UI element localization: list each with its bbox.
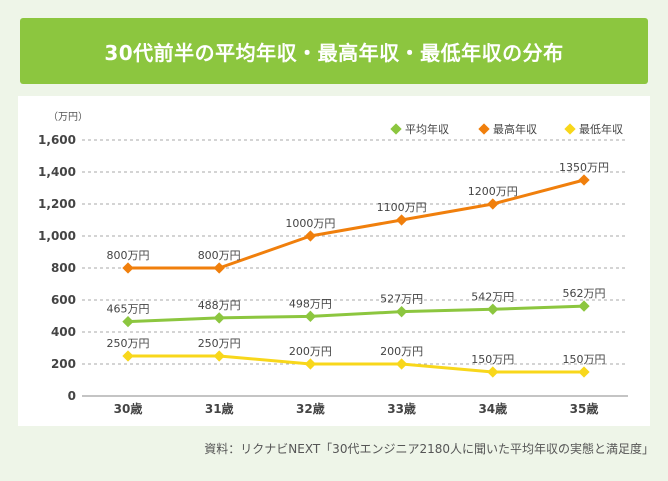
- data-point: [395, 306, 408, 318]
- data-point: [487, 366, 499, 378]
- legend-marker: [564, 123, 576, 135]
- data-point: [304, 310, 317, 322]
- data-label: 1350万円: [559, 161, 609, 174]
- data-label: 498万円: [289, 297, 332, 310]
- chart-title: 30代前半の平均年収・最高年収・最低年収の分布: [104, 40, 564, 65]
- data-label: 150万円: [563, 353, 606, 366]
- data-point: [213, 312, 225, 324]
- x-tick-label: 32歳: [296, 401, 325, 416]
- y-tick-label: 1,600: [38, 133, 76, 147]
- x-tick-label: 35歳: [570, 401, 599, 416]
- data-label: 542万円: [471, 290, 514, 303]
- data-point: [304, 358, 317, 370]
- legend-label: 最低年収: [579, 122, 623, 136]
- y-tick-label: 800: [51, 261, 76, 275]
- data-label: 562万円: [563, 287, 606, 300]
- data-label: 527万円: [380, 293, 423, 306]
- y-tick-label: 200: [51, 357, 76, 371]
- y-tick-label: 1,400: [38, 165, 76, 179]
- x-tick-label: 33歳: [387, 401, 416, 416]
- data-point: [395, 214, 408, 226]
- data-label: 200万円: [289, 345, 332, 358]
- data-label: 1200万円: [468, 185, 518, 198]
- source-note: 資料：リクナビNEXT「30代エンジニア2180人に聞いた平均年収の実態と満足度…: [204, 442, 654, 456]
- x-tick-label: 34歳: [478, 401, 507, 416]
- y-tick-label: 1,000: [38, 229, 76, 243]
- y-tick-label: 400: [51, 325, 76, 339]
- data-label: 1000万円: [285, 217, 335, 230]
- x-tick-label: 30歳: [114, 401, 143, 416]
- x-tick-label: 31歳: [205, 401, 234, 416]
- data-point: [487, 303, 499, 315]
- y-axis-unit-label: （万円）: [48, 111, 88, 123]
- series-line-3: [128, 354, 584, 374]
- data-label: 250万円: [198, 337, 241, 350]
- data-label: 488万円: [198, 299, 241, 312]
- data-label: 1100万円: [377, 201, 427, 214]
- chart-title-banner: 30代前半の平均年収・最高年収・最低年収の分布: [20, 18, 648, 84]
- data-point: [395, 358, 408, 370]
- data-label: 250万円: [107, 337, 150, 350]
- data-point: [578, 174, 590, 186]
- data-point: [578, 300, 590, 312]
- data-label: 800万円: [107, 249, 150, 262]
- data-label: 800万円: [198, 249, 241, 262]
- series-line-2: [128, 178, 585, 270]
- data-point: [304, 230, 317, 242]
- data-point: [213, 350, 225, 362]
- data-point: [487, 198, 499, 210]
- y-tick-label: 0: [68, 389, 76, 403]
- data-label: 465万円: [107, 303, 150, 316]
- y-tick-label: 1,200: [38, 197, 76, 211]
- data-point: [122, 262, 134, 274]
- legend-label: 平均年収: [405, 122, 449, 136]
- data-label: 150万円: [471, 353, 514, 366]
- data-point: [122, 350, 134, 362]
- legend-label: 最高年収: [493, 122, 537, 136]
- legend-marker: [478, 123, 490, 135]
- y-tick-label: 600: [51, 293, 76, 307]
- data-label: 200万円: [380, 345, 423, 358]
- data-point: [122, 315, 134, 328]
- series-line-1: [127, 304, 585, 324]
- data-point: [578, 366, 590, 378]
- legend-marker: [390, 123, 402, 135]
- data-point: [213, 262, 225, 274]
